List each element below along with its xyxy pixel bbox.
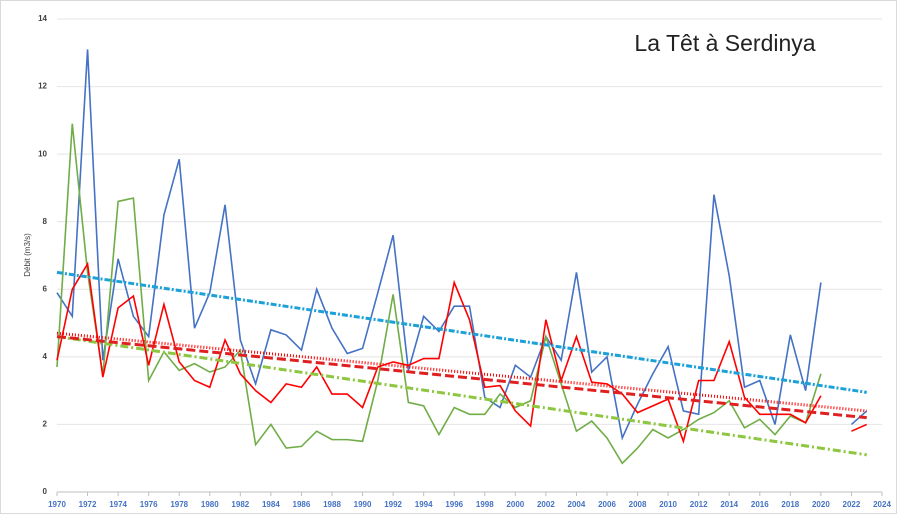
x-tick-label: 2016 — [751, 500, 769, 509]
y-tick-label: 0 — [43, 487, 48, 496]
x-tick-label: 2014 — [720, 500, 738, 509]
y-tick-label: 8 — [43, 217, 48, 226]
x-tick-label: 1996 — [445, 500, 463, 509]
y-tick-label: 2 — [43, 420, 48, 429]
x-tick-label: 2022 — [843, 500, 861, 509]
x-tick-label: 1988 — [323, 500, 341, 509]
y-tick-label: 4 — [43, 352, 48, 361]
x-tick-label: 2012 — [690, 500, 708, 509]
x-tick-label: 2018 — [781, 500, 799, 509]
x-tick-label: 2002 — [537, 500, 555, 509]
x-tick-label: 2008 — [629, 500, 647, 509]
x-tick-label: 1970 — [48, 500, 66, 509]
x-tick-label: 1984 — [262, 500, 280, 509]
x-tick-label: 1976 — [140, 500, 158, 509]
x-tick-label: 1998 — [476, 500, 494, 509]
y-tick-label: 10 — [38, 149, 47, 158]
trend-line — [56, 335, 867, 420]
x-tick-label: 2006 — [598, 500, 616, 509]
x-tick-label: 1978 — [170, 500, 188, 509]
x-tick-label: 2000 — [506, 500, 524, 509]
trend-line — [56, 331, 867, 413]
x-tick-label: 1972 — [79, 500, 97, 509]
x-tick-label: 1992 — [384, 500, 402, 509]
y-axis-label: Débit (m3/s) — [23, 233, 32, 277]
y-tick-label: 12 — [38, 82, 47, 91]
y-tick-label: 14 — [38, 14, 47, 23]
x-tick-label: 1994 — [415, 500, 433, 509]
x-tick-label: 2004 — [568, 500, 586, 509]
x-tick-label: 2024 — [873, 500, 891, 509]
x-tick-label: 1980 — [201, 500, 219, 509]
x-tick-label: 2020 — [812, 500, 830, 509]
trend-line — [56, 270, 867, 394]
x-tick-label: 1986 — [293, 500, 311, 509]
x-tick-label: 1990 — [354, 500, 372, 509]
x-tick-label: 2010 — [659, 500, 677, 509]
x-tick-label: 1974 — [109, 500, 127, 509]
x-tick-label: 1982 — [231, 500, 249, 509]
chart-title: La Têt à Serdinya — [634, 30, 815, 56]
y-tick-label: 6 — [43, 284, 48, 293]
